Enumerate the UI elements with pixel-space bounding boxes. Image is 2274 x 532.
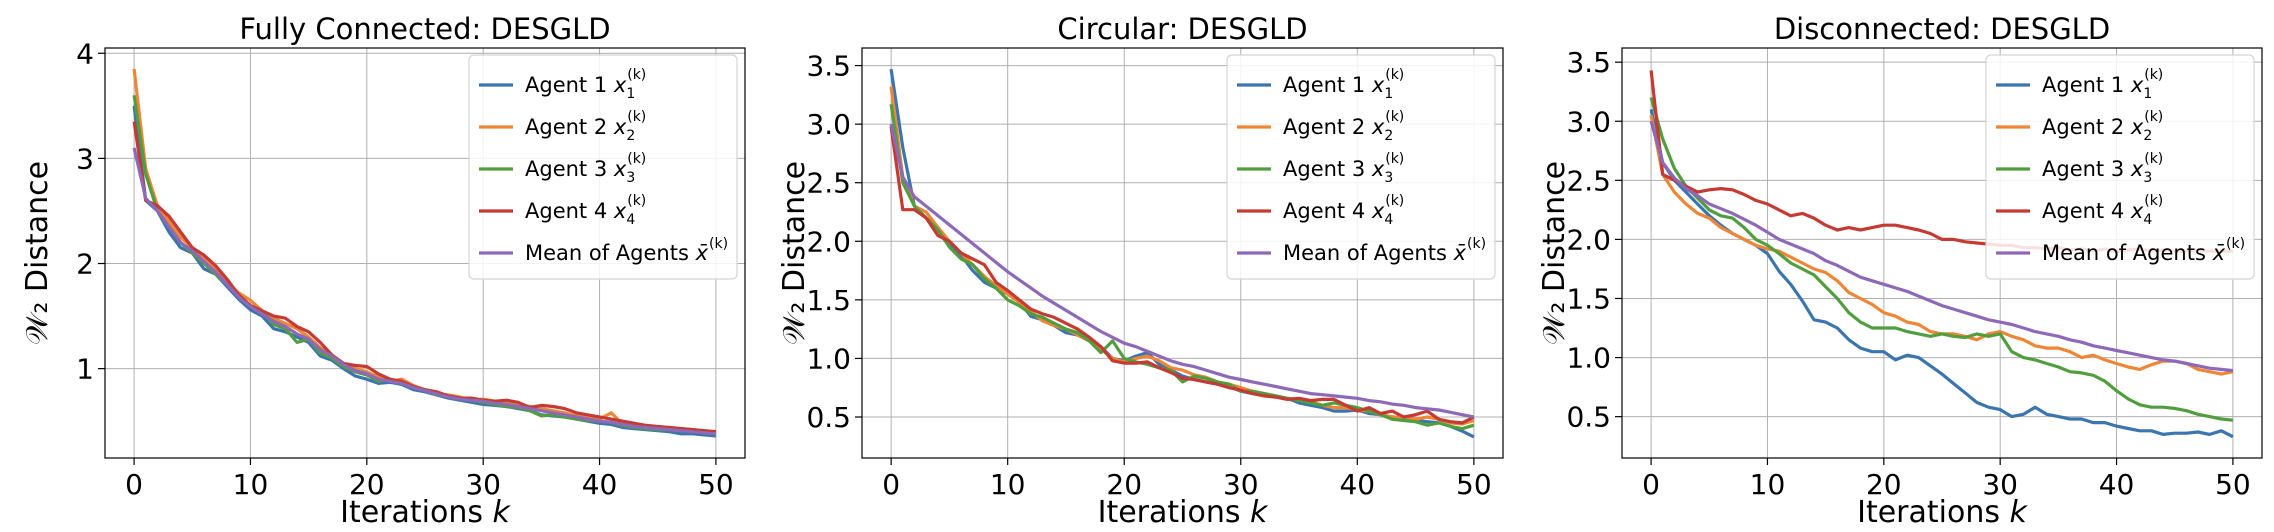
y-axis-label: 𝒲₂ Distance — [20, 161, 55, 345]
x-tick-label: 10 — [1750, 468, 1786, 501]
x-axis-label: Iterations k — [1098, 495, 1269, 530]
legend-entry-2: Agent 2 x2(k) — [2042, 109, 2163, 144]
legend-entry-1: Agent 1 x1(k) — [2042, 67, 2163, 102]
chart-title: Disconnected: DESGLD — [1774, 12, 2110, 46]
plot-frame — [861, 47, 1504, 459]
x-tick-label: 40 — [582, 468, 618, 501]
y-tick-label: 3.0 — [1566, 105, 1611, 138]
x-tick-label: 20 — [1866, 468, 1902, 501]
x-tick-label: 40 — [1339, 468, 1375, 501]
y-tick-label: 1.0 — [1566, 342, 1611, 375]
y-tick-label: 1.0 — [806, 342, 851, 375]
x-tick-label: 0 — [1642, 468, 1660, 501]
legend-entry-3: Agent 3 x3(k) — [525, 151, 646, 186]
x-tick-label: 50 — [698, 468, 734, 501]
legend-entry-3: Agent 3 x3(k) — [1283, 151, 1404, 186]
x-tick-label: 0 — [125, 468, 143, 501]
x-tick-label: 40 — [2099, 468, 2135, 501]
legend-entry-2: Agent 2 x2(k) — [525, 109, 646, 144]
y-axis-label: 𝒲₂ Distance — [777, 161, 812, 345]
legend-entry-2: Agent 2 x2(k) — [1283, 109, 1404, 144]
series-line-agent-5 — [132, 147, 717, 436]
y-axis-label: 𝒲₂ Distance — [1537, 161, 1572, 345]
legend-entry-3: Agent 3 x3(k) — [2042, 151, 2163, 186]
series-line-agent-5 — [889, 123, 1475, 419]
series-line-agent-5 — [1649, 120, 2234, 373]
legend-entry-4: Agent 4 x4(k) — [525, 193, 646, 228]
y-tick-label: 3.5 — [1566, 46, 1611, 79]
legend-entry-1: Agent 1 x1(k) — [1283, 67, 1404, 102]
y-tick-label: 3 — [76, 142, 94, 175]
x-axis-label: Iterations k — [1857, 495, 2028, 530]
y-tick-label: 0.5 — [1566, 401, 1611, 434]
y-tick-label: 3.5 — [806, 50, 851, 83]
y-tick-label: 4 — [76, 37, 94, 70]
x-tick-label: 10 — [990, 468, 1026, 501]
legend-entry-4: Agent 4 x4(k) — [1283, 193, 1404, 228]
legend-box — [1985, 54, 2255, 280]
legend-entry-1: Agent 1 x1(k) — [525, 67, 646, 102]
x-tick-label: 0 — [882, 468, 900, 501]
legend: Agent 1 x1(k) Agent 2 x2(k) Agent 3 x3(k) A… — [1985, 54, 2255, 280]
x-tick-label: 50 — [1456, 468, 1492, 501]
y-tick-label: 1 — [76, 353, 94, 386]
legend-entry-5: Mean of Agents x̄(k) — [1283, 236, 1486, 265]
legend: Agent 1 x1(k) Agent 2 x2(k) Agent 3 x3(k) A… — [1226, 54, 1496, 280]
y-tick-label: 3.0 — [806, 108, 851, 141]
chart-panel-1: 0 10 20 30 40 50 1 2 3 4 Fully Connected: DESGLD It… — [20, 12, 746, 530]
x-tick-label: 50 — [2215, 468, 2251, 501]
series-line-agent-3 — [889, 103, 1475, 431]
y-tick-label: 1.5 — [1566, 282, 1611, 315]
x-tick-label: 20 — [1106, 468, 1142, 501]
plot-frame — [104, 47, 746, 459]
chart-panel-2: 0 10 20 30 40 50 0.5 1.0 1.5 2.0 2.5 3.0 3.5 Circular… — [777, 12, 1504, 530]
chart-panel-3: 0 10 20 30 40 50 0.5 1.0 1.5 2.0 2.5 3.0 3.5 Disconne… — [1537, 12, 2263, 530]
legend-entry-4: Agent 4 x4(k) — [2042, 193, 2163, 228]
y-tick-label: 2.0 — [806, 225, 851, 258]
legend: Agent 1 x1(k) Agent 2 x2(k) Agent 3 x3(k) A… — [468, 54, 738, 280]
legend-box — [468, 54, 738, 280]
y-tick-label: 2.5 — [806, 167, 851, 200]
x-axis-label: Iterations k — [340, 495, 511, 530]
x-tick-label: 30 — [1982, 468, 2018, 501]
series-line-agent-4 — [889, 126, 1475, 425]
legend-box — [1226, 54, 1496, 280]
legend-entry-5: Mean of Agents x̄(k) — [2042, 236, 2245, 265]
series-line-agent-3 — [1649, 97, 2234, 422]
y-tick-label: 1.5 — [806, 284, 851, 317]
legend-entry-5: Mean of Agents x̄(k) — [525, 236, 728, 265]
y-tick-label: 2 — [76, 248, 94, 281]
x-tick-label: 30 — [1223, 468, 1259, 501]
x-tick-label: 30 — [465, 468, 501, 501]
chart-title: Fully Connected: DESGLD — [239, 12, 610, 46]
y-tick-label: 2.0 — [1566, 223, 1611, 256]
chart-title: Circular: DESGLD — [1057, 12, 1307, 46]
x-tick-label: 10 — [233, 468, 269, 501]
x-tick-label: 20 — [349, 468, 385, 501]
plot-frame — [1621, 47, 2263, 459]
y-tick-label: 2.5 — [1566, 164, 1611, 197]
y-tick-label: 0.5 — [806, 401, 851, 434]
